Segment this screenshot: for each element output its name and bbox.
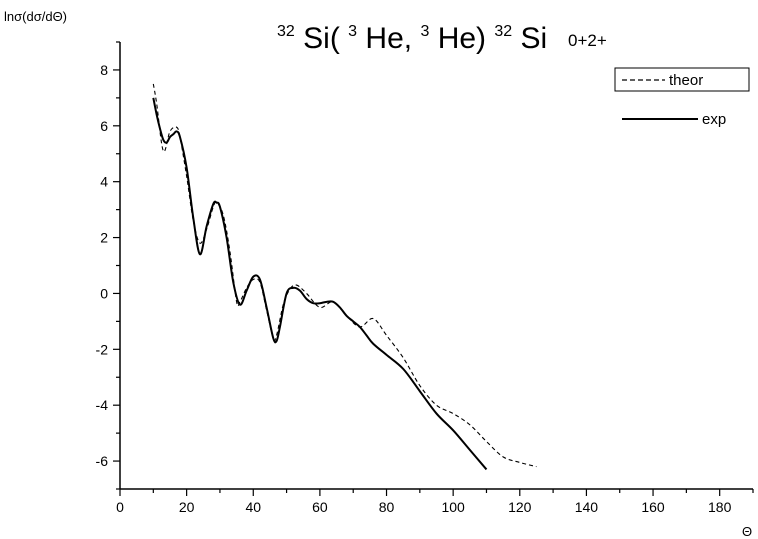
y-tick-label: -2 bbox=[96, 341, 109, 357]
legend-label-theor: theor bbox=[669, 72, 703, 89]
x-tick-label: 140 bbox=[575, 499, 599, 515]
x-axis-label: Θ bbox=[742, 524, 752, 539]
y-tick-label: 8 bbox=[100, 62, 108, 78]
title-sup-1: 32 bbox=[277, 23, 295, 40]
series-line-theor bbox=[152, 83, 537, 468]
legend-label-exp: exp bbox=[702, 111, 726, 128]
x-tick-label: 20 bbox=[179, 499, 195, 515]
y-tick-label: 4 bbox=[100, 174, 108, 190]
y-tick-label: 0 bbox=[100, 285, 108, 301]
x-tick-label: 60 bbox=[312, 499, 328, 515]
x-tick-label: 120 bbox=[508, 499, 532, 515]
y-tick-label: -6 bbox=[96, 453, 109, 469]
x-tick-label: 100 bbox=[441, 499, 465, 515]
x-tick-label: 40 bbox=[245, 499, 261, 515]
axis-ticks bbox=[113, 41, 754, 496]
x-tick-label: 80 bbox=[379, 499, 395, 515]
x-tick-label: 0 bbox=[116, 499, 124, 515]
title-part-1: Si( bbox=[303, 22, 340, 55]
title-part-3: He) bbox=[438, 22, 486, 55]
series-layer bbox=[152, 83, 537, 471]
y-tick-label: 6 bbox=[100, 118, 108, 134]
series-line-exp bbox=[152, 97, 488, 471]
title-sup-3: 3 bbox=[420, 23, 429, 40]
axis-tick-labels: 0 20 40 60 80 100 120 140 160 180 -6 -4 -2 0 2 4 6 8 bbox=[96, 62, 732, 515]
title-part-2: He, bbox=[365, 22, 412, 55]
x-tick-label: 160 bbox=[641, 499, 665, 515]
title-part-4: Si bbox=[521, 22, 548, 55]
legend-box-theor bbox=[614, 67, 750, 92]
chart-title: 32 Si( 3 He, 3 He) 32 Si bbox=[277, 10, 547, 55]
y-axis-label: lnσ(dσ/dΘ) bbox=[4, 9, 67, 24]
title-sup-4: 32 bbox=[494, 23, 512, 40]
x-tick-label: 180 bbox=[708, 499, 732, 515]
y-tick-label: -4 bbox=[96, 397, 109, 413]
chart-subtitle: 0+2+ bbox=[568, 31, 607, 50]
title-sup-2: 3 bbox=[348, 23, 357, 40]
y-tick-label: 2 bbox=[100, 230, 108, 246]
legend: theor exp bbox=[614, 67, 750, 128]
